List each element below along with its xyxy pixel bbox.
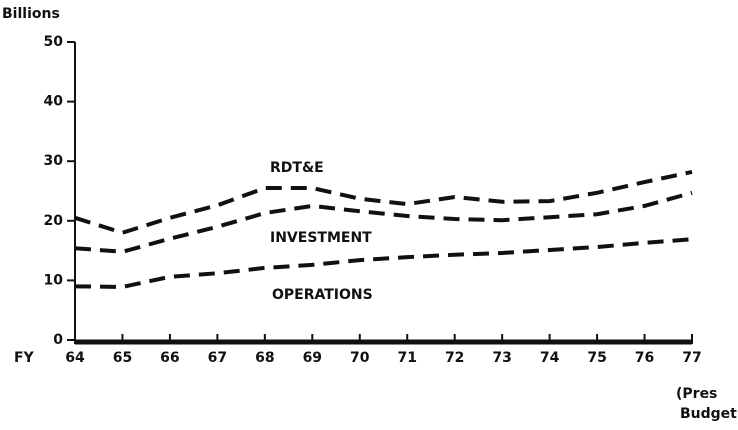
series-label: OPERATIONS — [272, 287, 373, 303]
x-tick-label: 65 — [113, 350, 132, 366]
x-tick-label: 64 — [65, 350, 85, 366]
series-label: INVESTMENT — [270, 230, 372, 246]
y-tick-label: 50 — [44, 34, 64, 50]
y-tick-label: 40 — [44, 94, 64, 110]
x-tick-label: 70 — [350, 350, 370, 366]
y-tick-label: 30 — [44, 153, 64, 169]
series-line — [74, 190, 693, 254]
y-tick-label: 0 — [53, 332, 63, 348]
x-tick-label: 72 — [445, 350, 464, 366]
y-tick-label: 20 — [44, 213, 64, 229]
y-axis-label: Billions — [2, 6, 60, 22]
x-tick-label: 77 — [682, 350, 701, 366]
annotation: (Pres — [676, 386, 717, 402]
x-tick-label: 71 — [397, 350, 416, 366]
series-label: RDT&E — [270, 160, 324, 176]
x-tick-label: 69 — [303, 350, 322, 366]
x-axis-label: FY — [14, 350, 35, 366]
x-tick-label: 76 — [635, 350, 654, 366]
x-tick-label: 66 — [160, 350, 179, 366]
series-line — [74, 237, 693, 289]
x-tick-label: 73 — [492, 350, 511, 366]
x-tick-label: 68 — [255, 350, 274, 366]
x-tick-label: 67 — [208, 350, 227, 366]
annotation: Budget) — [680, 406, 738, 422]
y-tick-label: 10 — [44, 272, 64, 288]
x-tick-label: 75 — [587, 350, 606, 366]
series-line — [74, 169, 693, 235]
x-tick-label: 74 — [540, 350, 560, 366]
